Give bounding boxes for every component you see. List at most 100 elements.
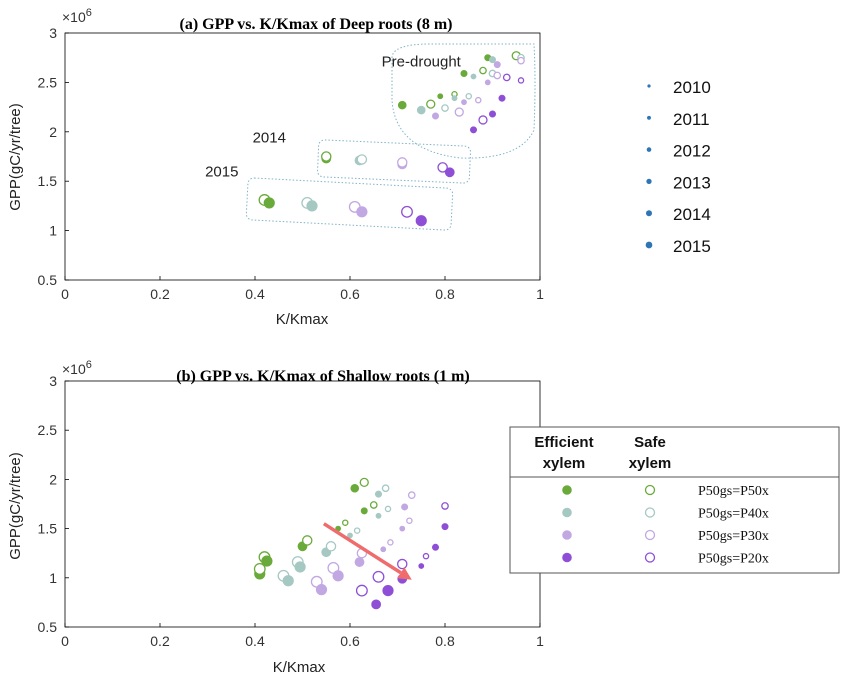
scatter-point [387,539,394,546]
scatter-point [493,71,502,80]
scatter-point [369,501,378,509]
scatter-point [380,546,387,553]
scatter-point [437,162,448,173]
scatter-point [372,570,385,583]
outline-2014 [317,139,472,184]
scatter-point [451,95,458,102]
scatter-point [461,99,467,106]
scatter-point [396,558,408,570]
y-tick-label: 3 [49,373,57,389]
y-tick-label: 2 [49,471,57,487]
scatter-point [397,100,407,110]
scheme-legend-label: P50gs=P30x [698,529,769,544]
year-legend-label: 2015 [673,237,711,256]
scatter-point [418,563,425,569]
scheme-legend-header: xylem [543,455,586,472]
scatter-point [488,56,496,64]
y-tick-label: 3 [49,25,57,41]
scatter-point [384,505,392,513]
scatter-point [488,110,496,118]
scatter-point [470,73,477,80]
panel-a-exponent: ×106 [62,7,92,25]
efficient-marker [562,507,572,518]
year-legend-marker [647,115,651,120]
safe-marker [644,529,656,541]
scatter-point [401,503,409,511]
scatter-point [431,112,439,120]
y-tick-label: 1 [49,570,57,586]
year-legend-label: 2010 [673,78,711,97]
year-legend-label: 2011 [673,110,710,129]
scatter-point [454,107,464,117]
scatter-point [253,562,266,575]
scheme-legend-header: xylem [629,455,672,472]
year-legend-marker [646,178,652,185]
annotation-label: 2015 [205,163,238,180]
x-tick-label: 1 [536,633,544,649]
scatter-point [426,99,436,109]
panel-b-ylabel: GPP(gC/yr/tree) [7,452,24,560]
year-legend: 2010 2011 2012 2013 2014 2015 [645,78,711,256]
year-legend-label: 2012 [673,142,711,161]
scatter-point [347,532,353,539]
scheme-legend: Efficient xylem Safe xylem P50gs=P50x P50gs=… [509,426,840,574]
y-tick-label: 1.5 [38,173,58,189]
panel-b-axes-box [64,380,541,628]
scatter-point [460,70,468,78]
panel-a-title: (a) GPP vs. K/Kmax of Deep roots (8 m) [180,16,453,33]
scatter-point [441,104,449,112]
scatter-point [415,215,427,227]
scatter-point [422,552,430,560]
scatter-point [355,584,368,597]
safe-marker [644,552,656,563]
scatter-point [441,502,449,510]
scatter-point [294,561,306,573]
panel-a-xlabel: K/Kmax [276,311,329,328]
safe-marker [644,507,656,518]
scatter-point [263,197,275,209]
scheme-legend-label: P50gs=P20x [698,552,769,567]
year-legend-marker [646,210,652,217]
y-tick-label: 1 [49,223,57,239]
scatter-point [484,79,491,86]
efficient-marker [562,530,572,540]
scatter-point [341,519,349,526]
efficient-marker [562,552,572,563]
scatter-point [406,517,413,524]
scatter-point [478,115,488,125]
scatter-point [444,167,455,178]
x-tick-label: 0.6 [340,633,360,649]
scatter-point [407,491,416,499]
year-legend-label: 2014 [673,205,711,224]
scatter-point [382,584,394,597]
scatter-point [431,543,439,551]
scatter-point [353,527,361,534]
safe-marker [644,484,656,496]
x-tick-label: 0.4 [245,633,265,649]
scatter-point [325,541,337,552]
panel-a: (a) GPP vs. K/Kmax of Deep roots (8 m) ×… [7,7,544,328]
scatter-point [332,570,344,582]
scatter-point [498,94,506,102]
scatter-point [399,525,406,532]
scheme-legend-header: Safe [634,434,666,451]
scheme-legend-box [509,426,840,574]
scatter-point [371,599,382,610]
x-tick-label: 0.4 [245,286,265,302]
y-tick-label: 2 [49,124,57,140]
trend-arrow-shaft [322,522,402,575]
scatter-point [359,477,369,488]
x-tick-label: 0.2 [150,286,170,302]
scatter-point [301,535,313,546]
y-tick-label: 2.5 [38,422,58,438]
panel-a-axes-box [64,32,541,281]
scatter-point [375,512,382,519]
x-tick-label: 0.6 [340,286,360,302]
scatter-point [374,490,382,498]
panel-a-ylabel: GPP(gC/yr/tree) [7,103,24,211]
scatter-point [381,484,390,493]
x-tick-label: 0.8 [435,633,455,649]
scatter-point [479,66,487,75]
annotation-label: Pre-drought [382,54,462,71]
